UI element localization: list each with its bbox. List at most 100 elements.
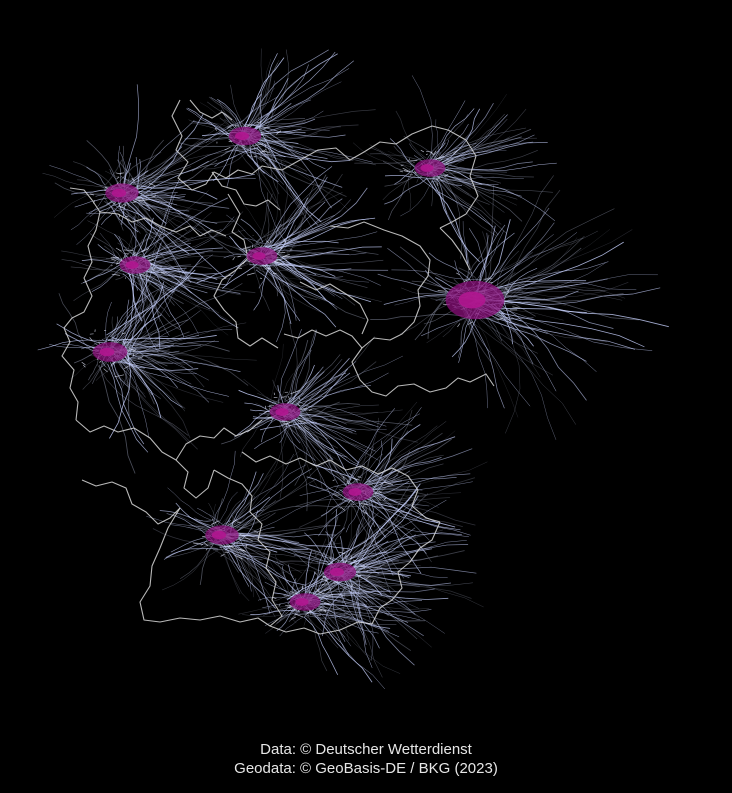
trajectory-line — [255, 268, 325, 285]
trajectory-line — [126, 352, 241, 372]
trajectory-line — [290, 414, 347, 425]
trajectory-segment — [326, 594, 334, 598]
trajectory-segment — [298, 426, 300, 428]
trajectory-line — [297, 412, 352, 481]
trajectory-line — [264, 205, 302, 256]
trajectory-line — [229, 505, 364, 533]
trajectory-line — [304, 509, 338, 603]
trajectory-line — [125, 191, 232, 240]
trajectory-line — [300, 420, 368, 452]
trajectory-line — [242, 58, 272, 136]
trajectory-line — [220, 146, 246, 157]
trajectory-line — [327, 483, 421, 566]
trajectory-line — [331, 496, 352, 515]
trajectory-line — [384, 175, 439, 180]
trajectory-line — [306, 476, 354, 503]
trajectory-segment — [269, 240, 272, 243]
trajectory-segment — [141, 248, 150, 253]
state-boundary-line — [213, 469, 283, 627]
trajectory-line — [469, 319, 553, 376]
trajectory-line — [243, 139, 354, 161]
trajectory-line — [125, 198, 203, 212]
trajectory-line — [369, 461, 488, 502]
trajectory-segment — [506, 291, 510, 295]
trajectory-line — [242, 610, 305, 617]
trajectory-line — [353, 438, 452, 491]
trajectory-line — [76, 196, 122, 245]
trajectory-segment — [239, 533, 246, 537]
trajectory-segment — [276, 130, 282, 135]
trajectory-line — [162, 548, 221, 591]
trajectory-segment — [293, 609, 298, 611]
trajectory-segment — [437, 290, 447, 292]
trajectory-segment — [260, 148, 267, 154]
trajectory-line — [350, 570, 403, 584]
trajectory-line — [281, 413, 323, 490]
trajectory-line — [439, 108, 481, 165]
trajectory-line — [369, 432, 443, 492]
trajectory-line — [358, 573, 484, 608]
trajectory-line — [337, 550, 465, 574]
trajectory-segment — [89, 337, 93, 342]
trajectory-line — [121, 290, 159, 349]
trajectory-line — [303, 407, 331, 440]
trajectory-line — [487, 301, 521, 434]
trajectory-line — [339, 501, 414, 574]
trajectory-segment — [340, 506, 346, 511]
trajectory-line — [257, 261, 321, 313]
trajectory-line — [249, 137, 376, 166]
trajectory-line — [143, 277, 170, 336]
trajectory-line — [245, 123, 346, 138]
trajectory-line — [124, 310, 201, 353]
state-boundary-line — [439, 227, 471, 271]
trajectory-line — [132, 252, 206, 282]
trajectory-segment — [214, 127, 217, 131]
trajectory-segment — [124, 365, 130, 369]
trajectory-line — [110, 351, 257, 361]
trajectory-line — [254, 425, 291, 450]
trajectory-line — [119, 267, 186, 363]
trajectory-segment — [226, 124, 233, 129]
trajectory-line — [475, 281, 637, 294]
trajectory-line — [119, 193, 179, 273]
trajectory-segment — [399, 170, 404, 173]
trajectory-line — [233, 428, 290, 534]
trajectory-line — [290, 416, 342, 510]
trajectory-line — [123, 84, 139, 189]
trajectory-line — [122, 145, 126, 187]
trajectory-line — [434, 159, 523, 222]
trajectory-line — [146, 516, 209, 530]
trajectory-segment — [231, 519, 238, 524]
trajectory-line — [428, 252, 475, 286]
trajectory-line — [121, 256, 204, 353]
trajectory-segment — [379, 483, 383, 485]
trajectory-line — [159, 509, 221, 531]
trajectory-line — [226, 532, 305, 602]
trajectory-line — [275, 417, 359, 495]
trajectory-line — [256, 240, 339, 249]
trajectory-line — [285, 329, 318, 411]
trajectory-segment — [298, 397, 301, 400]
trajectory-line — [289, 355, 403, 404]
trajectory-segment — [229, 140, 233, 143]
trajectory-line — [128, 273, 148, 350]
trajectory-line — [114, 331, 190, 348]
trajectory-line — [252, 261, 321, 301]
trajectory-line — [265, 256, 366, 320]
trajectory-line — [140, 185, 218, 200]
trajectory-segment — [263, 410, 268, 414]
trajectory-line — [430, 141, 548, 169]
trajectory-segment — [420, 149, 425, 153]
trajectory-line — [302, 609, 346, 638]
cluster-core-center — [211, 530, 227, 540]
cluster-core-center — [235, 131, 249, 141]
trajectory-line — [126, 335, 200, 361]
trajectory-line — [130, 251, 251, 259]
trajectory-line — [187, 107, 233, 139]
trajectory-line — [387, 168, 414, 221]
trajectory-line — [303, 611, 391, 629]
trajectory-line — [163, 539, 211, 560]
trajectory-line — [266, 258, 372, 303]
trajectory-line — [139, 195, 167, 224]
trajectory-line — [256, 268, 302, 272]
